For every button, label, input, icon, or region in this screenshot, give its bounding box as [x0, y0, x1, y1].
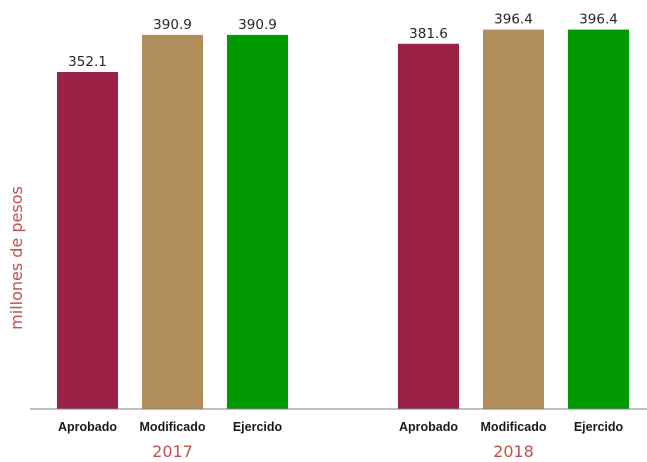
category-label-2018-aprobado: Aprobado [399, 420, 458, 434]
bar-2018-aprobado [398, 43, 459, 410]
bar-2017-ejercido [227, 34, 288, 410]
data-label-2017-aprobado: 352.1 [68, 54, 107, 70]
group-label-2017: 2017 [152, 442, 193, 461]
y-axis-label: millones de pesos [7, 186, 26, 330]
group-label-2018: 2018 [493, 442, 534, 461]
bar-2018-ejercido [568, 29, 629, 410]
bars-layer: 352.1 Aprobado 390.9 Modificado 390.9 Ejercid… [57, 12, 629, 461]
category-label-2017-ejercido: Ejercido [233, 420, 283, 434]
data-label-2018-ejercido: 396.4 [579, 12, 618, 28]
bar-2018-modificado [483, 29, 544, 410]
category-label-2018-ejercido: Ejercido [574, 420, 624, 434]
category-label-2017-modificado: Modificado [140, 420, 206, 434]
data-label-2017-modificado: 390.9 [153, 17, 192, 33]
bar-2017-aprobado [57, 71, 118, 410]
data-label-2018-aprobado: 381.6 [409, 26, 448, 42]
bar-2017-modificado [142, 34, 203, 410]
category-label-2017-aprobado: Aprobado [58, 420, 117, 434]
category-label-2018-modificado: Modificado [481, 420, 547, 434]
data-label-2018-modificado: 396.4 [494, 12, 533, 28]
data-label-2017-ejercido: 390.9 [238, 17, 277, 33]
